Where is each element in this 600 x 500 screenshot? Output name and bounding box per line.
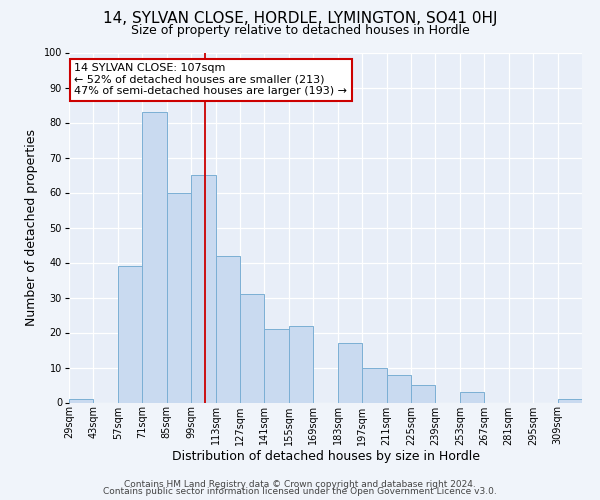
Bar <box>191 175 215 402</box>
Bar <box>118 266 142 402</box>
Text: Size of property relative to detached houses in Hordle: Size of property relative to detached ho… <box>131 24 469 37</box>
Bar <box>386 374 411 402</box>
Bar <box>460 392 484 402</box>
Y-axis label: Number of detached properties: Number of detached properties <box>25 129 38 326</box>
Bar <box>362 368 386 402</box>
Bar <box>557 399 582 402</box>
Text: Contains HM Land Registry data © Crown copyright and database right 2024.: Contains HM Land Registry data © Crown c… <box>124 480 476 489</box>
Bar <box>240 294 265 403</box>
X-axis label: Distribution of detached houses by size in Hordle: Distribution of detached houses by size … <box>172 450 479 464</box>
Bar <box>167 192 191 402</box>
Bar <box>338 343 362 402</box>
Bar <box>289 326 313 402</box>
Text: 14, SYLVAN CLOSE, HORDLE, LYMINGTON, SO41 0HJ: 14, SYLVAN CLOSE, HORDLE, LYMINGTON, SO4… <box>103 12 497 26</box>
Text: Contains public sector information licensed under the Open Government Licence v3: Contains public sector information licen… <box>103 487 497 496</box>
Bar <box>215 256 240 402</box>
Bar <box>69 399 94 402</box>
Bar <box>411 385 436 402</box>
Text: 14 SYLVAN CLOSE: 107sqm
← 52% of detached houses are smaller (213)
47% of semi-d: 14 SYLVAN CLOSE: 107sqm ← 52% of detache… <box>74 63 347 96</box>
Bar <box>265 329 289 402</box>
Bar <box>142 112 167 403</box>
